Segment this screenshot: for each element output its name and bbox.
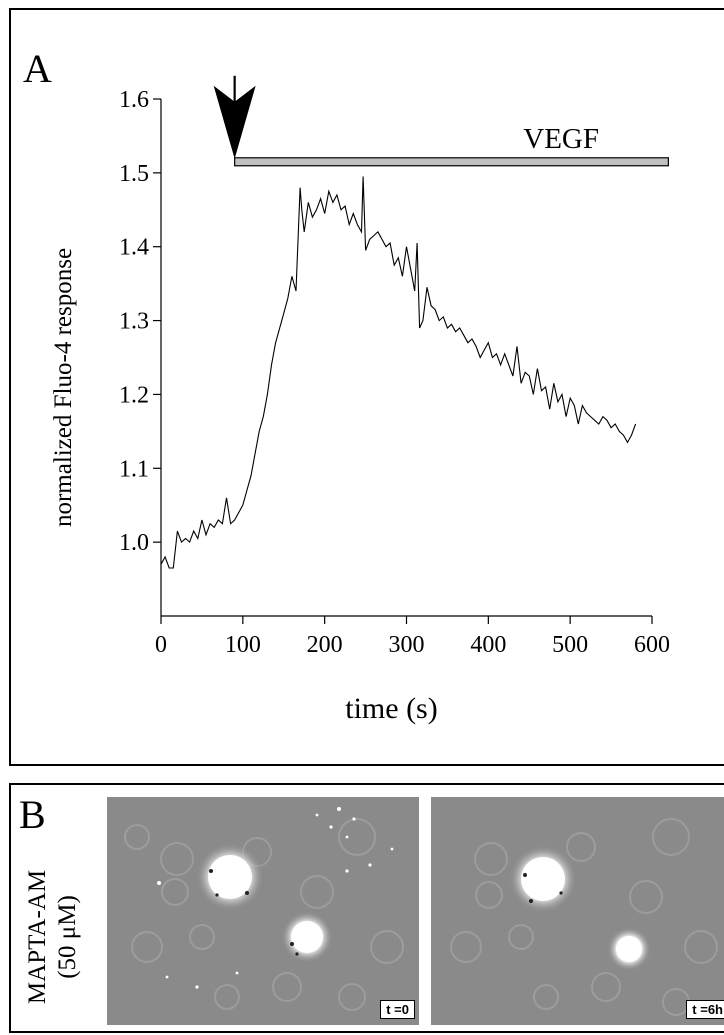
panel-a: A VEGF 1.0 1.1 1.2 1.3 1.4 1.5 1.6 0 100 200 300 40…	[9, 8, 724, 766]
panel-b-label: MAPTA-AM (50 μM)	[24, 870, 81, 1004]
x-tick-label: 200	[307, 632, 343, 658]
y-tick-label: 1.0	[119, 530, 149, 556]
stimulus-group	[213, 75, 669, 167]
micrograph-image	[124, 807, 404, 1011]
series-layer	[160, 176, 637, 569]
panel-a-border	[9, 8, 724, 766]
y-axis-label: normalized Fluo-4 response	[50, 248, 77, 527]
y-tick-label: 1.1	[119, 456, 149, 482]
x-axis-label: time (s)	[345, 692, 437, 725]
y-tick-label: 1.6	[119, 87, 149, 113]
x-tick-label: 600	[634, 632, 670, 658]
x-tick-label: 500	[552, 632, 588, 658]
x-tick-label: 400	[470, 632, 506, 658]
micrograph-t0: t =0	[107, 797, 419, 1025]
y-tick-label: 1.5	[119, 161, 149, 187]
series-line	[160, 176, 637, 569]
y-tick-label: 1.3	[119, 309, 149, 335]
timestamp-label: t =0	[380, 1000, 415, 1019]
line-chart: A VEGF 1.0 1.1 1.2 1.3 1.4 1.5 1.6 0 100 200 300 40…	[9, 8, 724, 766]
panel-b: B MAPTA-AM (50 μM)	[9, 783, 724, 1033]
micrograph-image	[450, 818, 718, 1016]
stimulus-label: VEGF	[523, 123, 599, 155]
axes: 1.0 1.1 1.2 1.3 1.4 1.5 1.6 0 100 200 300 400 500 600	[119, 87, 670, 658]
panel-b-label-line1: MAPTA-AM	[24, 870, 51, 1004]
timestamp-label: t =6h	[686, 1000, 724, 1019]
panel-b-label-line2: (50 μM)	[54, 895, 81, 979]
x-tick-label: 100	[225, 632, 261, 658]
micrograph-t6h: t =6h	[431, 797, 724, 1025]
y-tick-label: 1.2	[119, 382, 149, 408]
y-tick-label: 1.4	[119, 235, 149, 261]
stimulus-bar	[234, 157, 669, 167]
x-tick-label: 300	[389, 632, 425, 658]
panel-a-letter: A	[23, 46, 52, 91]
stimulus-arrow	[213, 85, 256, 159]
x-tick-label: 0	[155, 632, 167, 658]
panel-b-letter: B	[19, 792, 46, 837]
